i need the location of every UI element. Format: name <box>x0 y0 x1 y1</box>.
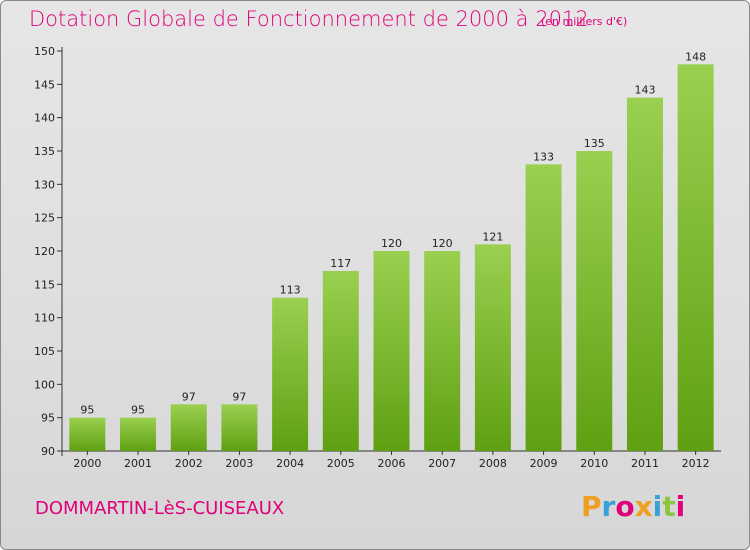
x-tick-label: 2008 <box>479 457 507 470</box>
logo-letter: i <box>652 490 663 523</box>
x-tick-label: 2003 <box>225 457 253 470</box>
bar <box>626 97 663 452</box>
bar <box>221 404 258 451</box>
y-tick-label: 115 <box>34 278 55 291</box>
y-tick-label: 135 <box>34 145 55 158</box>
bar-value-label: 95 <box>80 404 94 417</box>
bar <box>322 271 359 451</box>
bar <box>576 151 613 451</box>
bar-value-label: 133 <box>533 150 554 163</box>
logo-letter: P <box>581 490 602 523</box>
bar <box>373 251 410 451</box>
y-tick-label: 130 <box>34 178 55 191</box>
y-tick-label: 120 <box>34 245 55 258</box>
y-tick-label: 145 <box>34 78 55 91</box>
y-tick-label: 110 <box>34 312 55 325</box>
chart-subtitle: (en milliers d'€) <box>541 15 628 28</box>
bar <box>120 417 157 451</box>
proxiti-logo[interactable]: Proxiti <box>581 490 685 523</box>
y-tick-label: 90 <box>41 445 55 458</box>
x-tick-label: 2002 <box>175 457 203 470</box>
bar-value-label: 97 <box>232 390 246 403</box>
bar-value-label: 120 <box>381 237 402 250</box>
x-tick-label: 2012 <box>682 457 710 470</box>
bar-value-label: 113 <box>280 284 301 297</box>
bar <box>170 404 207 451</box>
bar-value-label: 143 <box>634 84 655 97</box>
bar-value-label: 120 <box>432 237 453 250</box>
y-tick-label: 100 <box>34 378 55 391</box>
logo-letter: x <box>634 490 653 523</box>
logo-letter: i <box>675 490 686 523</box>
logo-letter: o <box>615 490 635 523</box>
bar-value-label: 148 <box>685 50 706 63</box>
x-tick-label: 2010 <box>580 457 608 470</box>
x-tick-label: 2005 <box>327 457 355 470</box>
commune-name: DOMMARTIN-LèS-CUISEAUX <box>35 498 285 519</box>
bar <box>272 297 309 451</box>
x-tick-label: 2001 <box>124 457 152 470</box>
x-tick-label: 2004 <box>276 457 304 470</box>
bar <box>424 251 461 451</box>
x-tick-label: 2009 <box>530 457 558 470</box>
y-tick-label: 140 <box>34 112 55 125</box>
y-tick-label: 95 <box>41 412 55 425</box>
bar <box>69 417 106 451</box>
bar-value-label: 117 <box>330 257 351 270</box>
bar <box>474 244 511 451</box>
plot-area: 90 95 100 105 110 115 120 125 130 135 140 145 150 95 2… <box>34 45 721 470</box>
x-tick-label: 2000 <box>73 457 101 470</box>
x-tick-label: 2011 <box>631 457 659 470</box>
logo-letter: t <box>662 490 676 523</box>
x-tick-label: 2007 <box>428 457 456 470</box>
bar <box>677 64 714 452</box>
x-tick-label: 2006 <box>378 457 406 470</box>
chart-title: Dotation Globale de Fonctionnement de 20… <box>29 7 589 31</box>
y-tick-label: 125 <box>34 212 55 225</box>
bar <box>525 164 562 452</box>
y-tick-label: 105 <box>34 345 55 358</box>
bar-value-label: 97 <box>182 390 196 403</box>
y-tick-label: 150 <box>34 45 55 58</box>
bar-value-label: 121 <box>482 230 503 243</box>
bar-value-label: 135 <box>584 137 605 150</box>
logo-letter: r <box>601 490 616 523</box>
bar-value-label: 95 <box>131 404 145 417</box>
